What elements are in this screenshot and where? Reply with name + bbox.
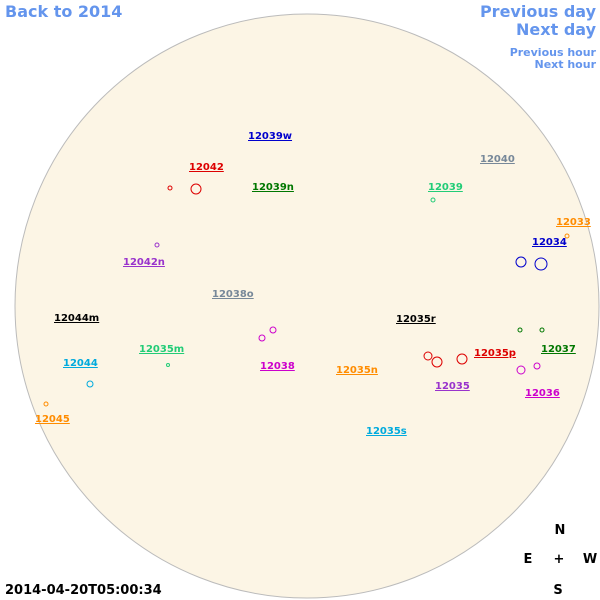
region-label[interactable]: 12038o [212,289,254,300]
region-label[interactable]: 12040 [480,154,515,165]
next-day-link[interactable]: Next day [516,20,597,39]
spots [43,183,570,407]
region-label[interactable]: 12042 [189,162,224,173]
previous-hour-link[interactable]: Previous hour [510,46,597,59]
previous-day-link[interactable]: Previous day [480,2,597,21]
compass-south: S [553,583,562,598]
region-label[interactable]: 12042n [123,257,165,268]
region-labels: 12039w 12042 12039n 12040 12039 12033 12034 120… [35,131,591,437]
region-label[interactable]: 12036 [525,388,560,399]
region-label[interactable]: 12035m [139,344,184,355]
region-label[interactable]: 12033 [556,217,591,228]
region-label[interactable]: 12045 [35,414,70,425]
compass-east: E [524,552,533,567]
region-label[interactable]: 12044m [54,313,99,324]
region-label[interactable]: 12035p [474,348,516,359]
region-label[interactable]: 12038 [260,361,295,372]
region-label[interactable]: 12035n [336,365,378,376]
region-label[interactable]: 12039w [248,131,292,142]
compass-north: N [555,523,566,538]
region-label[interactable]: 12044 [63,358,98,369]
region-label[interactable]: 12039n [252,182,294,193]
back-link[interactable]: Back to 2014 [5,2,122,21]
timestamp: 2014-04-20T05:00:34 [5,583,162,598]
region-label[interactable]: 12035r [396,314,436,325]
next-hour-link[interactable]: Next hour [535,58,597,71]
region-label[interactable]: 12035s [366,426,407,437]
region-label[interactable]: 12034 [532,237,567,248]
region-label[interactable]: 12037 [541,344,576,355]
region-label[interactable]: 12039 [428,182,463,193]
compass-center: + [554,552,565,567]
solar-disk [14,13,600,599]
region-label[interactable]: 12035 [435,381,470,392]
compass-west: W [583,552,597,567]
